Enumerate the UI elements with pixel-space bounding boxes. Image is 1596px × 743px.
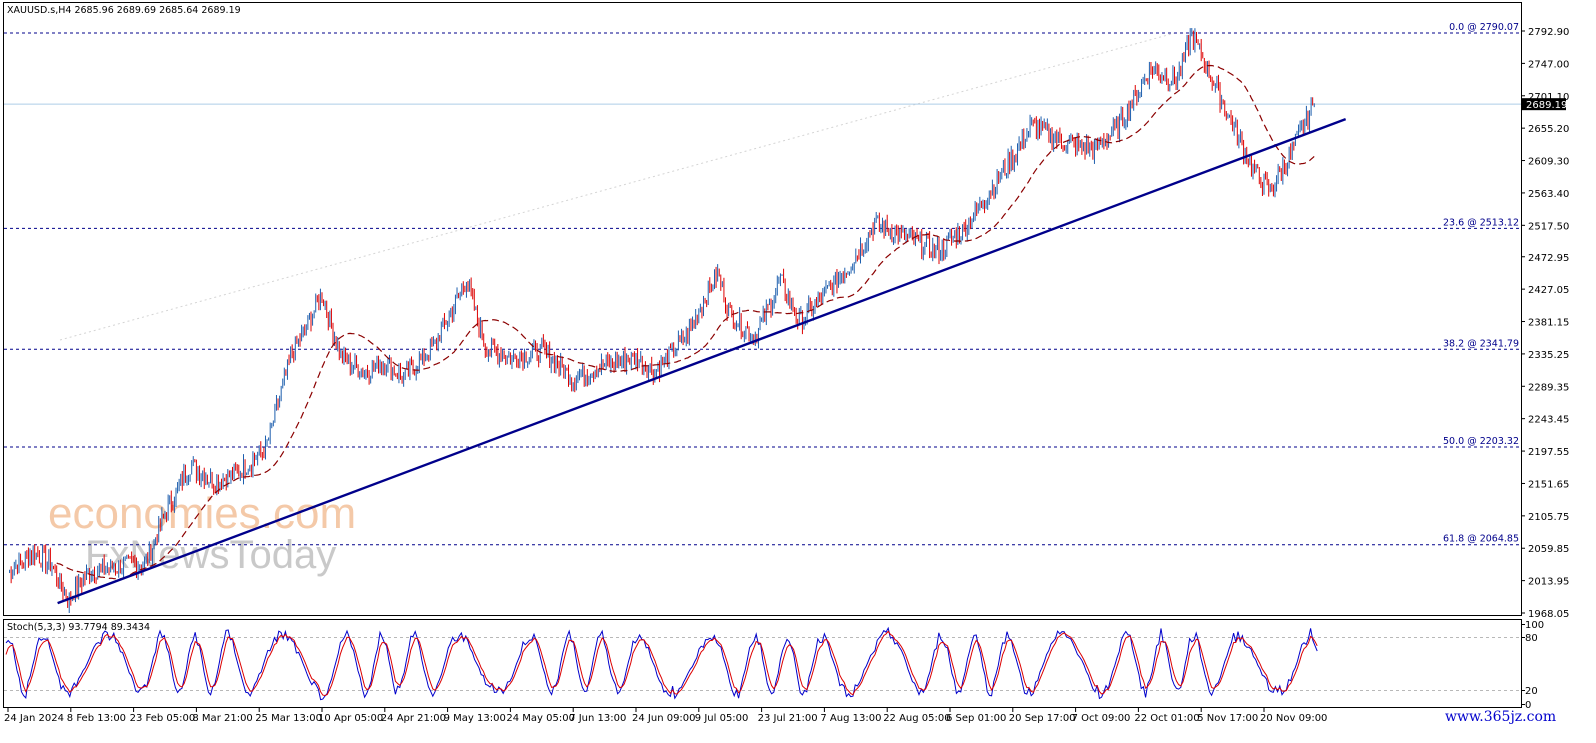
time-tick-label: 5 Nov 17:00 bbox=[1197, 713, 1258, 724]
time-tick-label: 24 Apr 21:00 bbox=[381, 713, 446, 724]
time-tick-label: 9 Jul 05:00 bbox=[695, 713, 749, 724]
time-tick-label: 7 Aug 13:00 bbox=[820, 713, 881, 724]
moving-average-line bbox=[56, 64, 1315, 580]
stoch-axis-0: 0 bbox=[1525, 700, 1531, 711]
time-tick-label: 20 Sep 17:00 bbox=[1009, 713, 1076, 724]
time-tick-label: 10 Apr 05:00 bbox=[318, 713, 383, 724]
fib-retracement-diagonal[interactable] bbox=[59, 32, 1176, 341]
price-tick-label: 2517.50 bbox=[1528, 221, 1569, 232]
price-tick-label: 2289.35 bbox=[1528, 382, 1569, 393]
economies-watermark: economies.com bbox=[48, 489, 356, 538]
time-tick-label: 22 Aug 05:00 bbox=[883, 713, 950, 724]
price-tick-label: 1968.05 bbox=[1528, 609, 1569, 620]
site-watermark: www.365jz.com bbox=[1445, 709, 1556, 725]
fib-level-label: 50.0 @ 2203.32 bbox=[1443, 436, 1519, 447]
ascending-trendline[interactable] bbox=[57, 118, 1347, 605]
time-tick-label: 7 Jun 13:00 bbox=[569, 713, 626, 724]
price-axis[interactable]: 2792.90 2747.00 2701.10 2655.20 2609.30 2563.… bbox=[1521, 27, 1569, 620]
price-tick-label: 2792.90 bbox=[1528, 27, 1569, 38]
fib-level-label: 61.8 @ 2064.85 bbox=[1443, 534, 1519, 545]
time-tick-label: 8 Mar 21:00 bbox=[192, 713, 252, 724]
time-tick-label: 24 May 05:00 bbox=[506, 713, 575, 724]
fibonacci-levels[interactable]: 0.0 @ 2790.07 23.6 @ 2513.12 38.2 @ 2341.7… bbox=[4, 22, 1521, 546]
price-tick-label: 2472.95 bbox=[1528, 253, 1569, 264]
stoch-main-line bbox=[5, 626, 1318, 701]
time-tick-label: 7 Oct 09:00 bbox=[1072, 713, 1131, 724]
price-tick-label: 2701.10 bbox=[1528, 92, 1569, 103]
fxnewstoday-watermark: FxNewsToday bbox=[85, 533, 336, 577]
price-tick-label: 2013.95 bbox=[1528, 577, 1569, 588]
price-tick-label: 2609.30 bbox=[1528, 157, 1569, 168]
main-chart-panel[interactable] bbox=[3, 2, 1522, 616]
price-tick-label: 2151.65 bbox=[1528, 479, 1569, 490]
stoch-axis-100: 100 bbox=[1525, 620, 1544, 631]
price-tick-label: 2105.75 bbox=[1528, 512, 1569, 523]
price-tick-label: 2197.55 bbox=[1528, 447, 1569, 458]
fib-level-label: 0.0 @ 2790.07 bbox=[1449, 22, 1519, 33]
price-tick-label: 2655.20 bbox=[1528, 124, 1569, 135]
stoch-axis: 100 80 20 0 bbox=[1521, 620, 1544, 711]
time-axis[interactable]: 24 Jan 2024 8 Feb 13:00 23 Feb 05:008 Mar … bbox=[4, 708, 1327, 724]
time-tick-label: 22 Oct 01:00 bbox=[1134, 713, 1199, 724]
watermark-group: economies.com FxNewsToday bbox=[48, 489, 356, 577]
time-tick-label: 23 Feb 05:00 bbox=[130, 713, 196, 724]
price-tick-label: 2747.00 bbox=[1528, 59, 1569, 70]
time-tick-label: 25 Mar 13:00 bbox=[255, 713, 322, 724]
price-tick-label: 2381.15 bbox=[1528, 318, 1569, 329]
time-tick-label: 6 Sep 01:00 bbox=[946, 713, 1006, 724]
fib-level-label: 38.2 @ 2341.79 bbox=[1443, 338, 1519, 349]
price-tick-label: 2427.05 bbox=[1528, 285, 1569, 296]
current-price-tag: 2689.19 bbox=[1522, 98, 1567, 111]
time-tick-label: 24 Jun 09:00 bbox=[632, 713, 696, 724]
stoch-signal-line bbox=[5, 630, 1318, 697]
price-candles bbox=[9, 28, 1315, 613]
time-tick-label: 23 Jul 21:00 bbox=[758, 713, 818, 724]
stochastic-label: Stoch(5,3,3) 93.7794 89.3434 bbox=[7, 622, 150, 633]
stoch-axis-80: 80 bbox=[1525, 633, 1538, 644]
price-tick-label: 2563.40 bbox=[1528, 189, 1569, 200]
stoch-axis-20: 20 bbox=[1525, 686, 1538, 697]
price-tick-label: 2059.85 bbox=[1528, 544, 1569, 555]
current-price-label: 2689.19 bbox=[1526, 100, 1567, 111]
price-tick-label: 2243.45 bbox=[1528, 415, 1569, 426]
stochastic-panel[interactable] bbox=[3, 619, 1522, 708]
time-tick-label: 24 Jan 2024 bbox=[4, 713, 64, 724]
symbol-info-header: XAUUSD.s,H4 2685.96 2689.69 2685.64 2689… bbox=[7, 5, 241, 16]
time-tick-label: 9 May 13:00 bbox=[444, 713, 506, 724]
time-tick-label: 20 Nov 09:00 bbox=[1260, 713, 1327, 724]
time-tick-label: 8 Feb 13:00 bbox=[67, 713, 126, 724]
fib-level-label: 23.6 @ 2513.12 bbox=[1443, 217, 1519, 228]
price-tick-label: 2335.25 bbox=[1528, 350, 1569, 361]
